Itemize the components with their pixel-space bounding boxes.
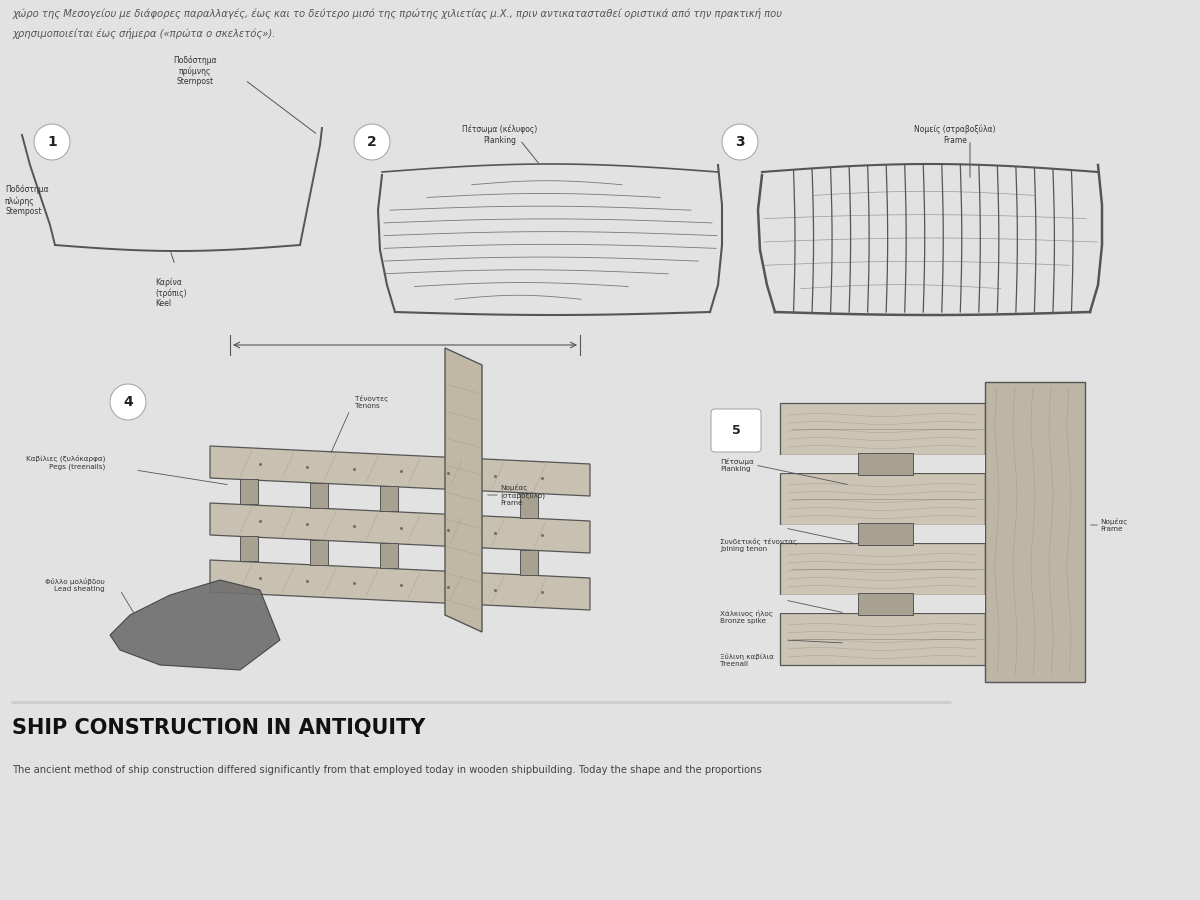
Text: 4: 4 [124,395,133,409]
Bar [780,595,985,613]
Text: SHIP CONSTRUCTION IN ANTIQUITY: SHIP CONSTRUCTION IN ANTIQUITY [12,718,425,738]
Text: Νομέας
Frame: Νομέας Frame [1100,518,1128,532]
Bar [858,453,913,475]
Polygon shape [450,490,468,515]
Bar [780,403,985,455]
Circle shape [354,124,390,160]
Polygon shape [380,543,398,568]
Text: Φύλλο μολύβδου
Lead sheating: Φύλλο μολύβδου Lead sheating [46,578,106,592]
Bar [780,455,985,473]
Text: 2: 2 [367,135,377,149]
Text: 1: 1 [47,135,56,149]
Polygon shape [310,482,328,508]
Polygon shape [450,546,468,572]
Text: Χάλκινος ήλος
Bronze spike: Χάλκινος ήλος Bronze spike [720,610,773,624]
Text: Ποδόστημα
πρύμνης
Sternpost: Ποδόστημα πρύμνης Sternpost [173,55,217,86]
Bar [780,613,985,665]
Polygon shape [240,480,258,504]
Text: Ξύλινη καβίλια
Treenail: Ξύλινη καβίλια Treenail [720,653,774,667]
Text: 3: 3 [736,135,745,149]
Polygon shape [210,446,590,496]
Text: Τένοντες
Tenons: Τένοντες Tenons [355,395,389,409]
Bar [858,593,913,615]
Circle shape [110,384,146,420]
Text: Νομείς (στραβοξύλα)
Frame: Νομείς (στραβοξύλα) Frame [914,125,996,145]
Text: χώρο της Μεσογείου με διάφορες παραλλαγές, έως και το δεύτερο μισό της πρώτης χι: χώρο της Μεσογείου με διάφορες παραλλαγέ… [12,8,782,19]
Text: Συνδετικός τένοντας
Joining tenon: Συνδετικός τένοντας Joining tenon [720,538,797,552]
Polygon shape [380,486,398,511]
Bar [985,382,1085,682]
Circle shape [722,124,758,160]
Text: The ancient method of ship construction differed significantly from that employe: The ancient method of ship construction … [12,765,762,775]
Polygon shape [210,560,590,610]
Polygon shape [445,348,482,632]
Text: Καρίνα
(τρόπις)
Keel: Καρίνα (τρόπις) Keel [155,278,187,309]
Circle shape [34,124,70,160]
Bar [780,525,985,543]
Text: Ποδόστημα
πλώρης
Stempost: Ποδόστημα πλώρης Stempost [5,185,49,216]
Text: Πέτσωμα
Planking: Πέτσωμα Planking [720,458,754,472]
Text: 5: 5 [732,424,740,437]
Bar [780,473,985,525]
Bar [780,543,985,595]
Polygon shape [520,550,538,575]
Polygon shape [240,536,258,562]
Text: Νομέας
(σταβοξύλο)
Frame: Νομέας (σταβοξύλο) Frame [500,483,545,507]
Text: Καβίλιες (ξυλόκαρφα)
Pegs (treenails): Καβίλιες (ξυλόκαρφα) Pegs (treenails) [25,455,106,470]
Polygon shape [520,492,538,517]
Text: Πέτσωμα (κέλυφος)
Planking: Πέτσωμα (κέλυφος) Planking [462,125,538,145]
FancyBboxPatch shape [710,409,761,452]
Polygon shape [210,503,590,553]
Polygon shape [110,580,280,670]
Text: χρησιμοποιείται έως σήμερα («πρώτα ο σκελετός»).: χρησιμοποιείται έως σήμερα («πρώτα ο σκε… [12,28,275,39]
Polygon shape [310,540,328,564]
Bar [858,523,913,545]
